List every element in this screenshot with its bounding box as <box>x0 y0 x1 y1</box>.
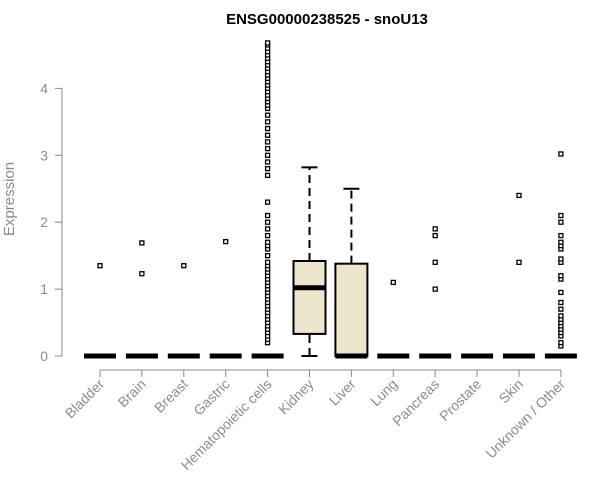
outlier-point <box>558 232 564 239</box>
outlier-point <box>264 132 271 138</box>
y-tick-label: 3 <box>40 147 48 163</box>
x-tick-label: Unknown / Other <box>482 376 568 462</box>
outlier-point <box>558 212 564 219</box>
x-tick-label: Skin <box>496 376 527 407</box>
x-tick-label: Lung <box>367 376 400 409</box>
outlier-point <box>432 232 438 239</box>
y-tick-label: 4 <box>40 80 48 96</box>
x-tick-label: Liver <box>326 376 359 409</box>
outlier-point <box>558 299 564 306</box>
x-tick-label: Bladder <box>62 376 108 422</box>
outlier-point <box>432 226 438 232</box>
outlier-point <box>264 226 271 232</box>
x-tick-label: Pancreas <box>389 376 442 429</box>
boxes-group <box>84 166 577 359</box>
outlier-point <box>264 212 271 219</box>
outlier-point <box>432 286 438 292</box>
outlier-point <box>264 239 271 245</box>
y-tick-label: 0 <box>40 348 48 364</box>
outlier-point <box>264 172 271 179</box>
outlier-point <box>264 119 271 125</box>
outlier-point <box>264 152 271 158</box>
outlier-point <box>264 252 271 259</box>
outlier-point <box>97 263 103 269</box>
y-tick-label: 1 <box>40 281 48 297</box>
outlier-point <box>432 259 438 265</box>
outlier-point <box>264 259 271 265</box>
outlier-point <box>264 125 271 132</box>
outlier-point <box>558 339 564 346</box>
outlier-point <box>558 273 564 279</box>
outlier-point <box>558 313 564 319</box>
outlier-point <box>264 40 271 46</box>
outlier-point <box>264 159 271 165</box>
x-tick-label: Breast <box>151 376 191 416</box>
outlier-point <box>181 263 187 269</box>
outlier-point <box>264 112 271 118</box>
x-tick-label: Kidney <box>275 376 317 418</box>
outlier-point <box>558 289 564 296</box>
outlier-point <box>390 279 396 286</box>
box-rect <box>292 260 327 335</box>
outlier-point <box>558 256 564 262</box>
outlier-point <box>516 259 522 265</box>
outlier-point <box>264 166 271 172</box>
outlier-point <box>558 239 564 245</box>
y-tick-label: 2 <box>40 214 48 230</box>
outlier-point <box>558 151 564 157</box>
outlier-point <box>264 219 271 225</box>
outlier-point <box>558 306 564 312</box>
x-tick-label: Prostate <box>436 376 484 424</box>
outlier-point <box>558 219 564 225</box>
outlier-point <box>139 240 145 246</box>
x-tick-label: Brain <box>115 376 149 410</box>
outlier-point <box>264 139 271 145</box>
outlier-point <box>264 145 271 152</box>
box-rect <box>334 262 369 358</box>
outlier-points-group <box>97 40 564 349</box>
chart-title: ENSG00000238525 - snoU13 <box>226 11 428 28</box>
outlier-point <box>264 199 271 205</box>
box-kidney <box>292 166 327 357</box>
box-liver <box>334 187 369 359</box>
outlier-point <box>516 192 522 199</box>
outlier-point <box>264 232 271 239</box>
outlier-point <box>139 271 145 277</box>
outlier-point <box>223 238 229 245</box>
y-axis-label: Expression <box>1 162 18 236</box>
